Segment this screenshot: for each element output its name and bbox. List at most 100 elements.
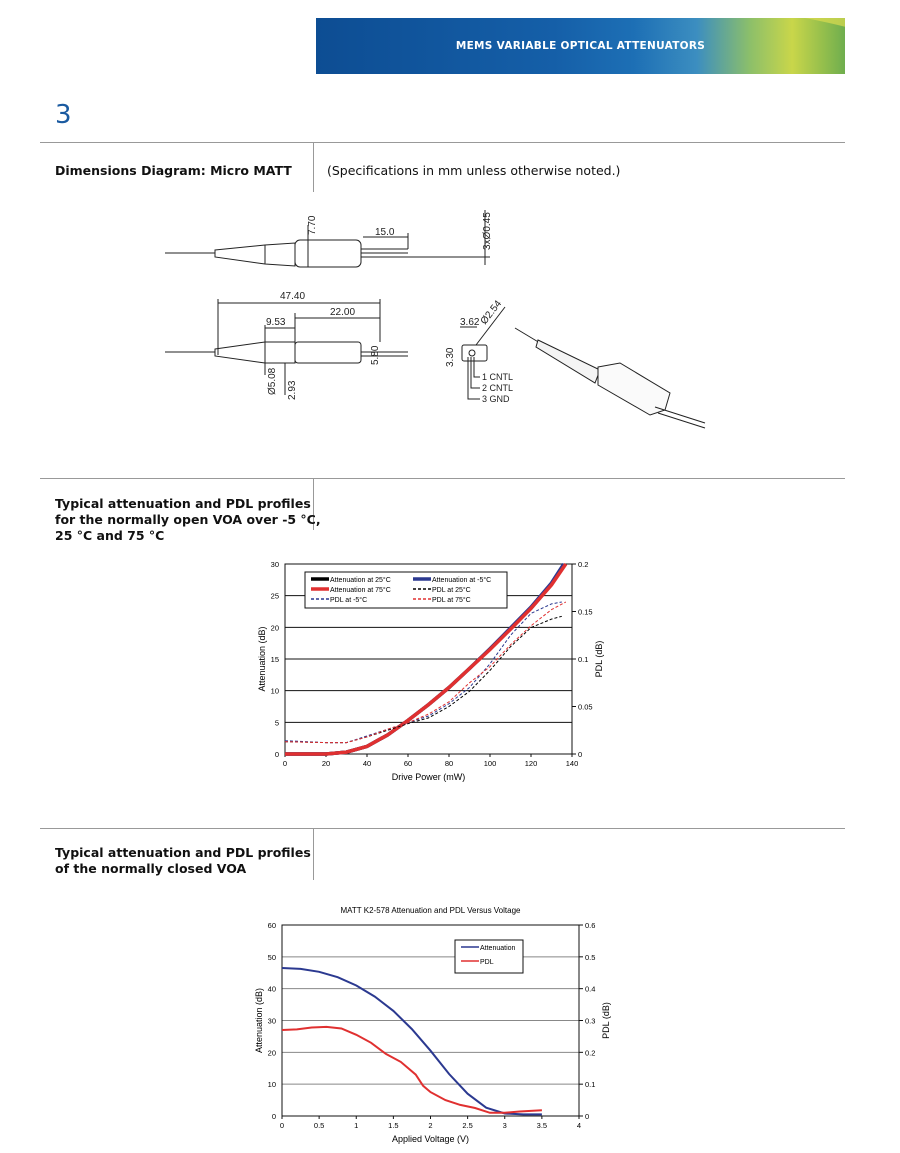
series-line-4 — [284, 601, 562, 744]
y-tick-label: 10 — [271, 687, 279, 696]
y-tick-label: 0 — [275, 750, 279, 759]
x-axis-label: Applied Voltage (V) — [392, 1134, 469, 1144]
section-title: Typical attenuation and PDL profiles of … — [55, 845, 311, 877]
dim-label: 9.53 — [266, 317, 286, 328]
legend-box — [304, 571, 508, 609]
x-tick-label: 2 — [428, 1121, 432, 1130]
y2-tick-label: 0.1 — [585, 1080, 595, 1089]
pin-label: 3 GND — [482, 394, 510, 404]
x-tick-label: 0 — [283, 759, 287, 768]
y2-tick-label: 0.05 — [578, 703, 593, 712]
dim-label: 5.80 — [370, 345, 381, 365]
banner-title: MEMS VARIABLE OPTICAL ATTENUATORS — [455, 40, 706, 52]
title-line: Typical attenuation and PDL profiles — [55, 845, 311, 860]
x-tick-label: 100 — [484, 759, 497, 768]
y-tick-label: 20 — [271, 623, 279, 632]
y2-tick-label: 0 — [585, 1112, 589, 1121]
legend-label: PDL at 25°C — [432, 586, 471, 594]
x-tick-label: 2.5 — [462, 1121, 472, 1130]
divider — [313, 828, 314, 880]
divider — [40, 828, 845, 829]
x-tick-label: 120 — [525, 759, 538, 768]
dim-label: 47.40 — [280, 291, 305, 302]
x-tick-label: 4 — [577, 1121, 581, 1130]
title-line: for the normally open VOA over -5 °C, — [55, 512, 321, 527]
x-axis-label: Drive Power (mW) — [392, 772, 466, 782]
y2-tick-label: 0 — [578, 750, 582, 759]
legend-box — [454, 939, 524, 974]
series-line-5 — [284, 601, 567, 744]
header-banner: MEMS VARIABLE OPTICAL ATTENUATORS — [316, 18, 845, 74]
x-tick-label: 40 — [363, 759, 371, 768]
title-line: Typical attenuation and PDL profiles — [55, 496, 311, 511]
y-tick-label: 30 — [271, 560, 279, 569]
y-tick-label: 10 — [268, 1080, 276, 1089]
x-tick-label: 60 — [404, 759, 412, 768]
y2-tick-label: 0.2 — [578, 560, 588, 569]
legend-label: Attenuation at 75°C — [330, 586, 391, 594]
y2-axis-label: PDL (dB) — [594, 641, 604, 678]
x-tick-label: 1 — [354, 1121, 358, 1130]
series-line-0 — [281, 967, 542, 1116]
dim-label: 7.70 — [307, 215, 318, 235]
units-note: (Specifications in mm unless otherwise n… — [327, 163, 621, 178]
y2-axis-label: PDL (dB) — [601, 1002, 611, 1039]
x-tick-label: 1.5 — [388, 1121, 398, 1130]
pin-label: 2 CNTL — [482, 383, 513, 393]
y-tick-label: 20 — [268, 1048, 276, 1057]
dim-label: 15.0 — [375, 227, 395, 238]
chart-normally-open: 0 5 10 15 20 25 30 0 0.05 0.1 0.15 0.2 0 20 40 60 80 100 1… — [257, 560, 604, 782]
dim-label: Ø5.08 — [267, 367, 278, 395]
legend-label: PDL at -5°C — [330, 596, 367, 604]
product-3d-illustration — [514, 327, 706, 429]
y2-tick-label: 0.5 — [585, 953, 595, 962]
section-title: Dimensions Diagram: Micro MATT — [55, 163, 292, 178]
dim-label: 2.93 — [287, 380, 298, 400]
series-line-3 — [284, 615, 562, 744]
dim-label: 22.00 — [330, 307, 355, 318]
x-tick-label: 0 — [280, 1121, 284, 1130]
title-line: of the normally closed VOA — [55, 861, 247, 876]
series-line-2 — [285, 563, 568, 756]
dim-label: 3.30 — [445, 347, 456, 367]
series-line-1 — [281, 1025, 542, 1114]
y-axis-label: Attenuation (dB) — [254, 988, 264, 1053]
legend-label: Attenuation — [480, 945, 516, 952]
divider — [313, 142, 314, 192]
x-tick-label: 80 — [445, 759, 453, 768]
y2-tick-label: 0.1 — [578, 655, 588, 664]
divider — [313, 478, 314, 530]
legend-label: Attenuation at -5°C — [432, 576, 491, 584]
x-tick-label: 3.5 — [537, 1121, 547, 1130]
x-tick-label: 0.5 — [314, 1121, 324, 1130]
pin-label: 1 CNTL — [482, 372, 513, 382]
y2-tick-label: 0.2 — [585, 1048, 595, 1057]
y-tick-label: 30 — [268, 1017, 276, 1026]
x-tick-label: 20 — [322, 759, 330, 768]
section-title: Typical attenuation and PDL profiles for… — [55, 496, 321, 544]
plot-frame — [284, 563, 573, 755]
y-tick-label: 15 — [271, 655, 279, 664]
y-tick-label: 60 — [268, 921, 276, 930]
y-tick-label: 50 — [268, 953, 276, 962]
dimensions-diagram: 7.70 15.0 3xØ0.45 47.40 22.00 9.53 5.80 … — [165, 210, 706, 429]
y2-tick-label: 0.3 — [585, 1017, 595, 1026]
x-tick-label: 140 — [566, 759, 579, 768]
legend-label: Attenuation at 25°C — [330, 576, 391, 584]
y-axis-label: Attenuation (dB) — [257, 626, 267, 691]
y-tick-label: 5 — [275, 718, 279, 727]
y2-tick-label: 0.15 — [578, 608, 593, 617]
plot-frame — [281, 924, 580, 1117]
title-line: 25 °C and 75 °C — [55, 528, 165, 543]
chart-normally-closed: MATT K2-578 Attenuation and PDL Versus V… — [254, 906, 611, 1144]
dim-label: 3xØ0.45 — [482, 212, 493, 250]
dim-label: 3.62 — [460, 317, 480, 328]
y2-tick-label: 0.6 — [585, 921, 595, 930]
y-tick-label: 25 — [271, 592, 279, 601]
divider — [40, 142, 845, 143]
x-tick-label: 3 — [503, 1121, 507, 1130]
legend-label: PDL at 75°C — [432, 596, 471, 604]
chart-title: MATT K2-578 Attenuation and PDL Versus V… — [341, 906, 522, 915]
legend-label: PDL — [480, 959, 494, 966]
